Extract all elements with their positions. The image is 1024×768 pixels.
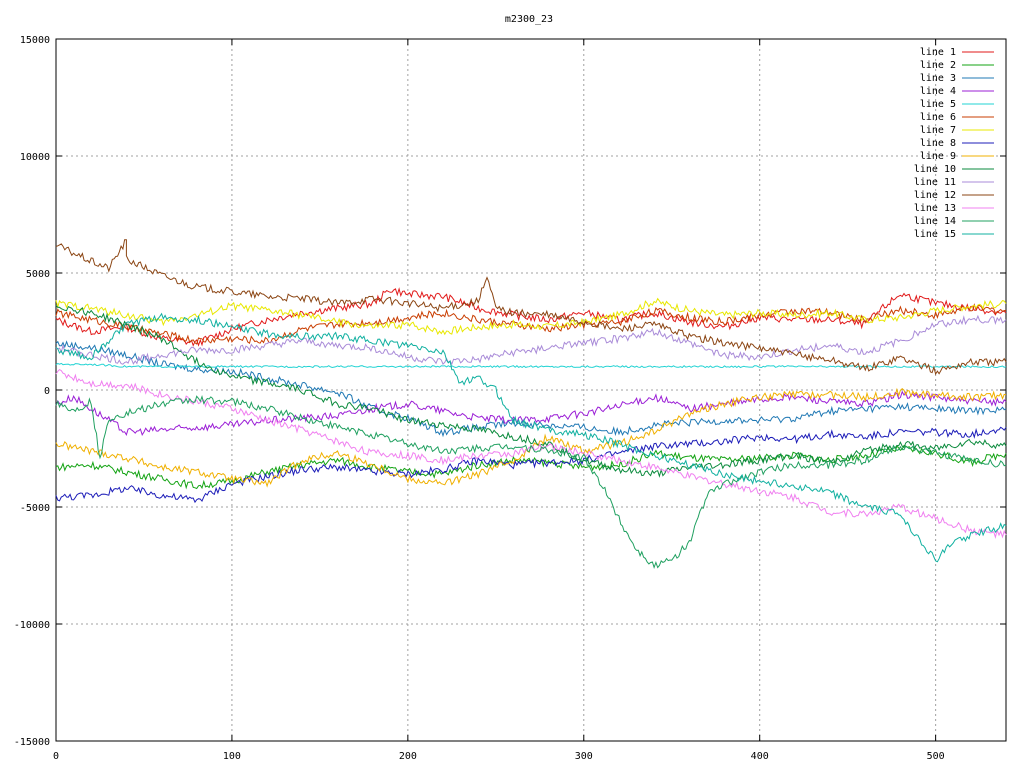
- y-tick-label: -10000: [14, 620, 50, 631]
- grid-lines: [56, 39, 1006, 741]
- series-line-1: [55, 287, 1007, 347]
- series-line-12: [55, 239, 1007, 376]
- legend-label: line 14: [914, 216, 956, 227]
- series-line-11: [55, 314, 1007, 366]
- series-line-2: [55, 444, 1007, 490]
- series-line-15: [55, 312, 1007, 563]
- legend-label: line 11: [914, 177, 956, 188]
- series-line-14: [55, 395, 1007, 569]
- series-line-10: [55, 305, 1007, 478]
- series-lines: [55, 239, 1007, 569]
- legend-label: line 9: [920, 151, 956, 162]
- legend: line 1 line 2 line 3 line 4 line 5 line 6 line…: [914, 47, 994, 240]
- legend-label: line 5: [920, 99, 956, 110]
- x-tick-label: 100: [223, 751, 241, 762]
- legend-label: line 15: [914, 229, 956, 240]
- series-line-8: [55, 426, 1007, 504]
- legend-label: line 2: [920, 60, 956, 71]
- y-axis: -15000 -10000 -5000 0 5000 10000 15000: [14, 35, 1006, 748]
- legend-label: line 3: [920, 73, 956, 84]
- x-tick-label: 500: [927, 751, 945, 762]
- y-tick-label: 15000: [20, 35, 50, 46]
- x-tick-label: 0: [53, 751, 59, 762]
- legend-label: line 12: [914, 190, 956, 201]
- series-line-4: [55, 390, 1007, 437]
- y-tick-label: -5000: [20, 503, 50, 514]
- legend-label: line 6: [920, 112, 956, 123]
- y-tick-label: 10000: [20, 152, 50, 163]
- series-line-3: [55, 340, 1007, 438]
- series-line-6: [55, 303, 1007, 345]
- y-tick-label: 0: [44, 386, 50, 397]
- chart-title: m2300_23: [505, 14, 553, 25]
- legend-label: line 7: [920, 125, 956, 136]
- legend-label: line 1: [920, 47, 956, 58]
- series-line-7: [55, 297, 1007, 336]
- x-axis: 0 100 200 300 400 500: [53, 39, 945, 762]
- x-tick-label: 400: [751, 751, 769, 762]
- y-tick-label: -15000: [14, 737, 50, 748]
- x-tick-label: 200: [399, 751, 417, 762]
- series-line-13: [55, 368, 1007, 540]
- legend-label: line 4: [920, 86, 956, 97]
- x-tick-label: 300: [575, 751, 593, 762]
- legend-label: line 10: [914, 164, 956, 175]
- legend-label: line 13: [914, 203, 956, 214]
- legend-label: line 8: [920, 138, 956, 149]
- y-tick-label: 5000: [26, 269, 50, 280]
